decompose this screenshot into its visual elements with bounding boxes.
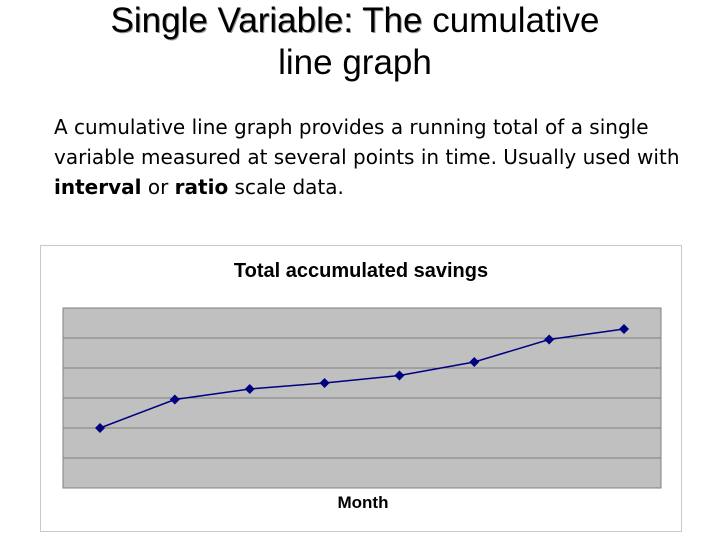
body-paragraph: A cumulative line graph provides a runni… — [54, 112, 714, 202]
body-bold-ratio: ratio — [174, 175, 229, 199]
data-point-6 — [544, 334, 555, 345]
chart-svg: Total accumulated savings Month — [62, 260, 662, 512]
body-text-1: A cumulative line graph provides a runni… — [54, 115, 680, 169]
chart-frame: Total accumulated savings Month — [40, 245, 682, 532]
slide-title: Single Variable: The cumulative line gra… — [40, 0, 670, 84]
title-part1: Single Variable: The — [110, 1, 423, 40]
title-line2: line graph — [278, 43, 432, 82]
data-point-7 — [619, 324, 629, 334]
data-point-0 — [95, 423, 105, 433]
data-point-4 — [394, 370, 405, 381]
series-line-0 — [99, 328, 625, 429]
data-point-5 — [469, 357, 480, 367]
data-point-2 — [244, 384, 255, 394]
title-part2: cumulative — [432, 1, 600, 40]
data-point-1 — [169, 394, 180, 405]
body-bold-interval: interval — [54, 175, 142, 199]
data-point-3 — [319, 378, 330, 388]
x-axis-label: Month — [338, 493, 389, 512]
series-layer — [95, 324, 629, 433]
body-text-2: or — [147, 175, 169, 199]
grid-layer — [63, 307, 661, 459]
chart-title: Total accumulated savings — [234, 260, 488, 282]
body-text-3: scale data. — [234, 175, 344, 199]
